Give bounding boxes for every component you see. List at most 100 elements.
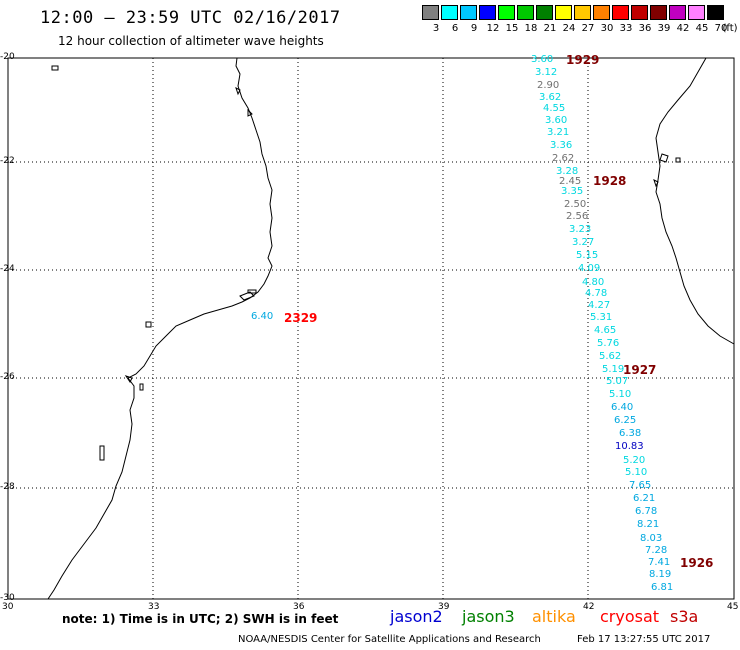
wave-height-value: 5.10 — [625, 467, 648, 478]
east-coastline — [655, 57, 735, 345]
wave-height-value: 2.50 — [564, 199, 587, 210]
pass-number: 1926 — [680, 556, 714, 570]
wave-height-value: 4.55 — [543, 103, 566, 114]
wave-height-value: 4.78 — [585, 288, 608, 299]
legend-label: 33 — [619, 23, 633, 34]
wave-height-value: 7.28 — [645, 545, 668, 556]
legend-swatch — [688, 5, 705, 20]
wave-height-value: 3.60 — [531, 54, 554, 65]
latitude-label: -22 — [0, 156, 15, 166]
map-title: 12:00 — 23:59 UTC 02/16/2017 — [40, 8, 341, 28]
legend-label: 15 — [505, 23, 519, 34]
map-frame — [7, 57, 735, 600]
latitude-label: -24 — [0, 264, 15, 274]
wave-height-value: 2.62 — [552, 153, 575, 164]
legend-swatch — [460, 5, 477, 20]
wave-height-value: 4.65 — [594, 325, 617, 336]
wave-height-value: 7.65 — [629, 480, 652, 491]
credit-text: NOAA/NESDIS Center for Satellite Applica… — [238, 634, 541, 645]
legend-swatch — [517, 5, 534, 20]
legend-label: 24 — [562, 23, 576, 34]
wave-height-value: 3.12 — [535, 67, 558, 78]
legend-label: 70 — [714, 23, 728, 34]
wave-height-value: 6.21 — [633, 493, 656, 504]
legend-swatch — [479, 5, 496, 20]
legend-swatch — [631, 5, 648, 20]
wave-height-value: 8.19 — [649, 569, 672, 580]
pass-number: 1927 — [623, 363, 657, 377]
satellite-name: altika — [532, 607, 576, 626]
legend-swatch — [441, 5, 458, 20]
legend-swatch — [707, 5, 724, 20]
wave-height-value: 3.62 — [539, 92, 562, 103]
legend-label: 21 — [543, 23, 557, 34]
wave-height-value: 8.21 — [637, 519, 660, 530]
legend-swatch — [612, 5, 629, 20]
longitude-label: 42 — [583, 602, 595, 612]
latitude-label: -30 — [0, 593, 15, 603]
map-subtitle: 12 hour collection of altimeter wave hei… — [58, 34, 324, 48]
wave-height-value: 2.56 — [566, 211, 589, 222]
wave-height-value: 3.28 — [556, 166, 579, 177]
legend-label: 42 — [676, 23, 690, 34]
wave-height-value: 6.40 — [251, 311, 274, 322]
wave-height-value: 3.23 — [569, 224, 592, 235]
pass-number: 2329 — [284, 311, 318, 325]
longitude-label: 30 — [2, 602, 14, 612]
satellite-name: jason2 — [390, 607, 443, 626]
wave-height-value: 2.45 — [559, 176, 582, 187]
wave-height-value: 5.76 — [597, 338, 620, 349]
east-coast-islands — [653, 153, 681, 188]
legend-swatch — [650, 5, 667, 20]
longitude-label: 45 — [727, 602, 739, 612]
legend-label: 12 — [486, 23, 500, 34]
legend-label: 36 — [638, 23, 652, 34]
wave-height-value: 3.35 — [561, 186, 584, 197]
legend-label: 27 — [581, 23, 595, 34]
legend-label: 6 — [451, 23, 459, 34]
satellite-name: s3a — [670, 607, 699, 626]
latitude-label: -26 — [0, 372, 15, 382]
wave-height-value: 5.62 — [599, 351, 622, 362]
latitude-label: -28 — [0, 482, 15, 492]
satellite-name: cryosat — [600, 607, 660, 626]
wave-height-value: 6.38 — [619, 428, 642, 439]
pass-number: 1928 — [593, 174, 627, 188]
wave-height-value: 8.03 — [640, 533, 663, 544]
legend-swatch — [536, 5, 553, 20]
wave-height-value: 6.25 — [614, 415, 637, 426]
legend-swatch — [498, 5, 515, 20]
legend-label: 3 — [432, 23, 440, 34]
legend-swatch — [574, 5, 591, 20]
legend-label: 30 — [600, 23, 614, 34]
map-grid — [8, 58, 733, 599]
longitude-label: 33 — [148, 602, 160, 612]
wave-height-value: 5.20 — [623, 455, 646, 466]
legend-swatch — [555, 5, 572, 20]
wave-height-value: 4.27 — [588, 300, 611, 311]
wave-height-value: 10.83 — [615, 441, 644, 452]
wave-height-value: 2.90 — [537, 80, 560, 91]
west-coast-islands — [51, 65, 257, 461]
wave-height-value: 7.41 — [648, 557, 671, 568]
wave-height-value: 5.10 — [609, 389, 632, 400]
timestamp-text: Feb 17 13:27:55 UTC 2017 — [577, 634, 711, 645]
wave-height-value: 6.78 — [635, 506, 658, 517]
wave-height-value: 3.27 — [572, 237, 595, 248]
legend-swatch — [593, 5, 610, 20]
legend-label: 39 — [657, 23, 671, 34]
legend-swatch — [422, 5, 439, 20]
pass-number: 1929 — [566, 53, 600, 67]
wave-height-value: 6.81 — [651, 582, 674, 593]
legend-unit: (ft) — [722, 23, 738, 34]
satellite-name: jason3 — [462, 607, 515, 626]
legend-label: 18 — [524, 23, 538, 34]
legend-label: 45 — [695, 23, 709, 34]
longitude-label: 36 — [293, 602, 305, 612]
wave-height-value: 3.60 — [545, 115, 568, 126]
latitude-label: -20 — [0, 52, 15, 62]
wave-height-value: 5.19 — [602, 364, 625, 375]
wave-height-value: 6.40 — [611, 402, 634, 413]
